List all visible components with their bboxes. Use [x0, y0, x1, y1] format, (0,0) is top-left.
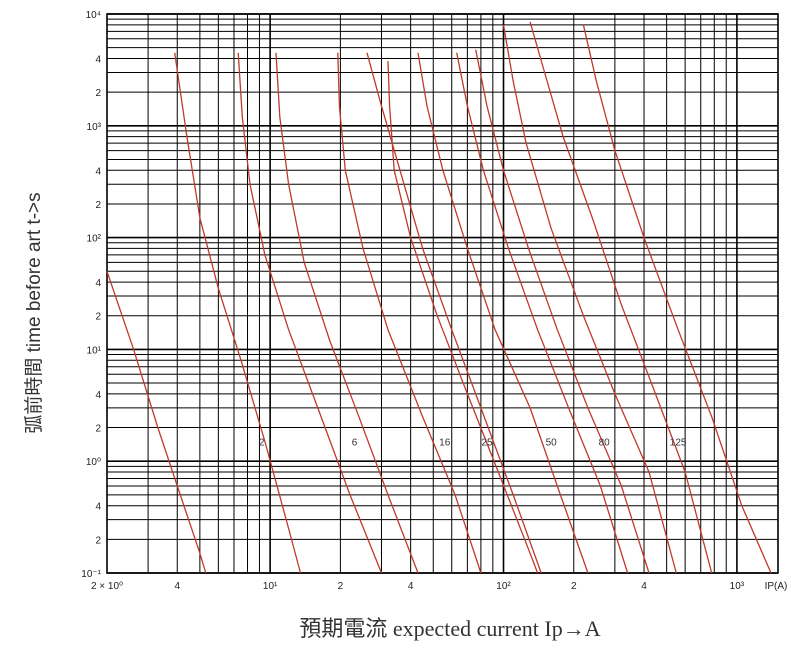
curve-layer	[106, 21, 772, 574]
curve-rating-label: 80	[599, 438, 611, 449]
x-tick-label: 4	[174, 581, 180, 592]
tick-layer: 10⁻¹ 2 4 10⁰ 2 4 10¹ 2 4 10² 2 4 10³ 2 4 10⁴ 2 × 10⁰ 4 10¹…	[81, 10, 787, 592]
y-tick-label: 2	[95, 535, 101, 546]
x-axis-label: 預期電流 expected current Ip→A	[299, 616, 600, 641]
y-tick-label: 4	[95, 502, 101, 513]
y-tick-label: 4	[95, 278, 101, 289]
x-tick-label: 10²	[496, 581, 511, 592]
curve-rating-label: 25	[481, 438, 493, 449]
y-tick-label: 10⁴	[86, 10, 101, 21]
x-tick-label: 4	[408, 581, 414, 592]
fuse-curve-9	[456, 52, 629, 574]
y-tick-label: 4	[95, 166, 101, 177]
y-tick-label: 2	[95, 88, 101, 99]
plot-frame	[106, 13, 779, 574]
y-tick-label: 10²	[87, 234, 102, 245]
fuse-curve-10	[475, 49, 650, 574]
x-tick-label: 2	[571, 581, 577, 592]
x-tick-label: 2 × 10⁰	[91, 581, 123, 592]
x-tick-label: 10³	[730, 581, 745, 592]
y-tick-label: 10³	[87, 122, 102, 133]
y-tick-label: 10⁻¹	[81, 569, 101, 580]
x-unit-label: IP(A)	[765, 581, 788, 592]
fuse-curve-7	[387, 60, 539, 574]
curve-rating-label: 50	[546, 438, 558, 449]
x-tick-label: 4	[641, 581, 647, 592]
y-tick-label: 4	[95, 54, 101, 65]
fuse-curve-13	[582, 24, 772, 574]
y-tick-label: 2	[95, 200, 101, 211]
fuse-curve-6	[366, 52, 542, 574]
curve-rating-label: 16	[439, 438, 451, 449]
curve-rating-label: 2	[259, 438, 265, 449]
y-axis-label: 弧前時間 time before art t->s	[23, 192, 45, 433]
label-layer: 2 6 16 25 50 80 125	[259, 438, 687, 449]
x-tick-label: 2	[338, 581, 344, 592]
y-tick-label: 2	[95, 424, 101, 435]
fuse-curve-1	[106, 271, 207, 574]
fuse-curve-5	[337, 52, 482, 574]
curve-rating-label: 6	[352, 438, 358, 449]
fuse-curve-12	[529, 21, 713, 574]
fuse-curve-2	[174, 52, 302, 574]
fuse-curve-4	[275, 52, 419, 574]
fuse-curve-11	[502, 24, 677, 574]
grid-layer	[106, 13, 779, 574]
y-tick-label: 2	[95, 312, 101, 323]
fuse-curve-8	[417, 52, 589, 574]
y-tick-label: 10⁰	[86, 457, 101, 468]
y-tick-label: 4	[95, 390, 101, 401]
curve-rating-label: 125	[670, 438, 687, 449]
x-tick-label: 10¹	[263, 581, 278, 592]
fuse-curve-3	[237, 52, 383, 574]
y-tick-label: 10¹	[87, 345, 102, 356]
